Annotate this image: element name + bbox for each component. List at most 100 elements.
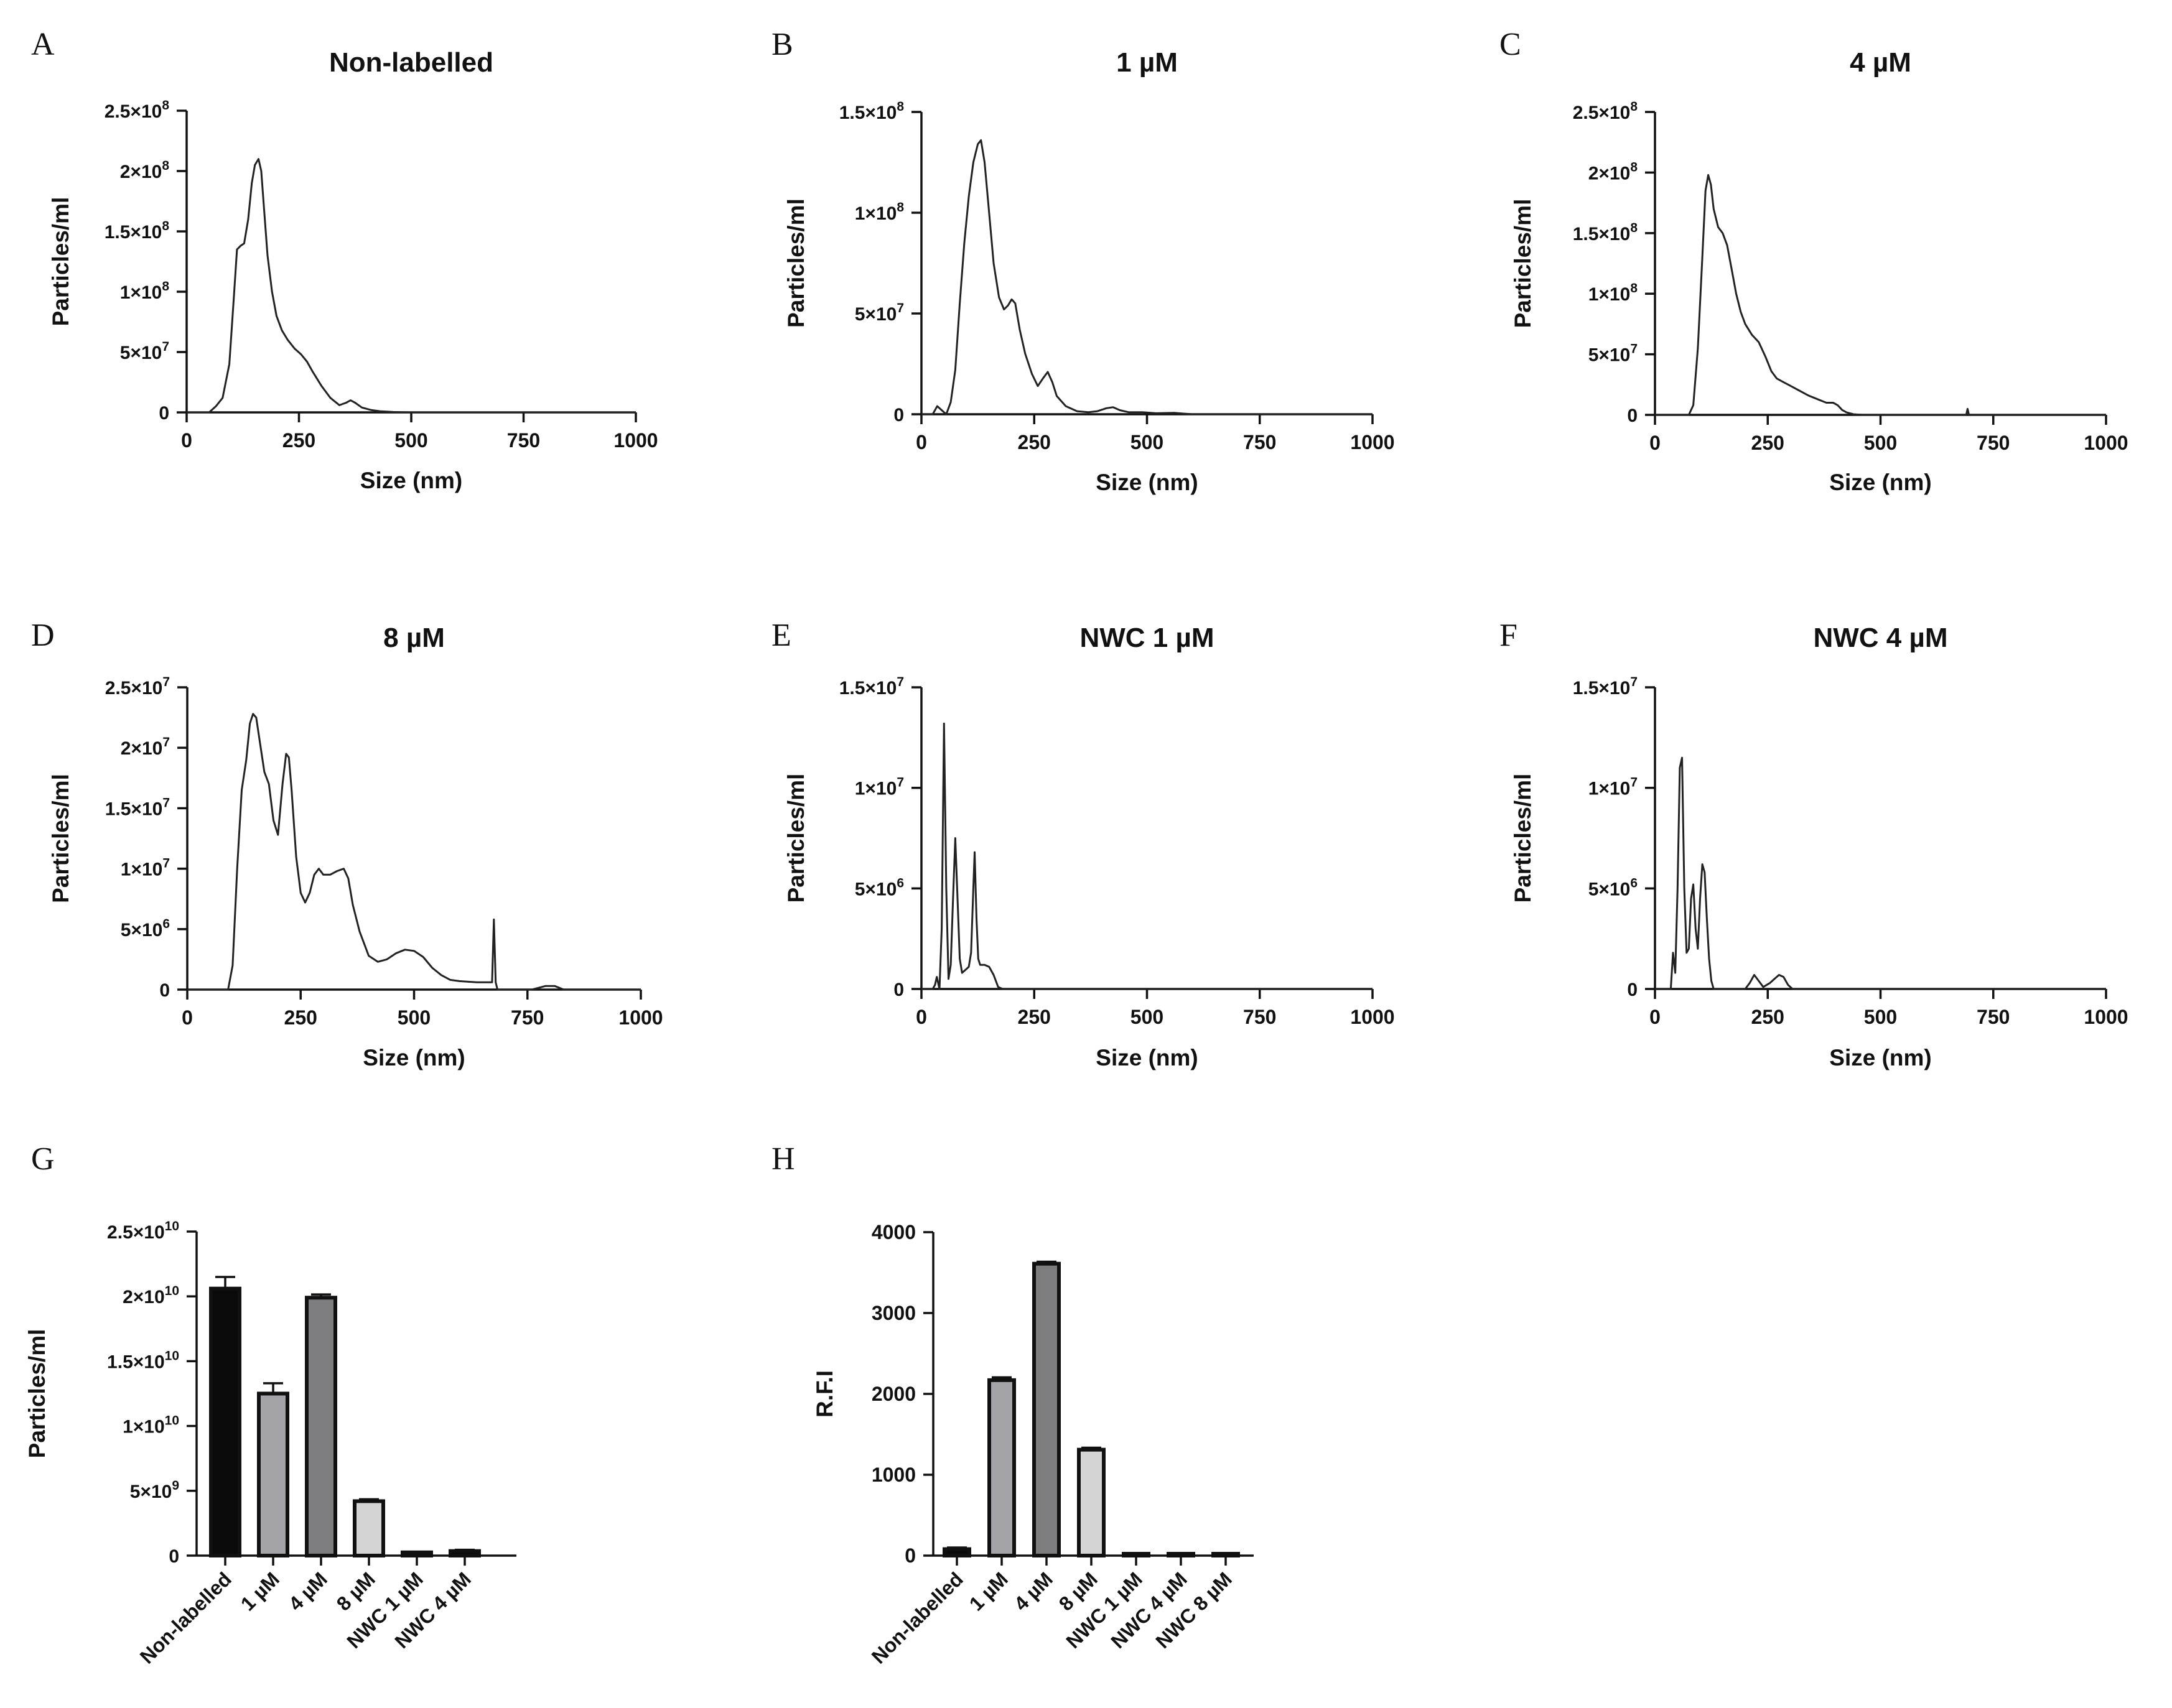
y-tick-label: 0 <box>159 403 169 424</box>
y-tick-label-mantissa: 0 <box>905 1544 916 1567</box>
bar <box>305 1296 337 1557</box>
bar <box>257 1391 289 1557</box>
y-tick-label-mantissa: 0 <box>159 980 170 1001</box>
x-axis-label: Size (nm) <box>1829 1045 1931 1070</box>
y-tick-label-mantissa: 1.5×10 <box>105 799 163 819</box>
x-tick-label: 500 <box>1864 432 1897 454</box>
y-tick-label-mantissa: 2000 <box>872 1383 916 1405</box>
y-tick-label-mantissa: 1×10 <box>120 282 162 303</box>
y-tick-label-mantissa: 4000 <box>872 1221 916 1243</box>
x-axis-label: Size (nm) <box>360 468 462 493</box>
y-tick-label-exponent: 9 <box>172 1478 179 1493</box>
y-tick-label-exponent: 8 <box>162 279 169 294</box>
y-tick-label-mantissa: 0 <box>1627 980 1638 1000</box>
x-tick-label: 750 <box>1977 432 2010 454</box>
panel-letter-f: F <box>1499 618 1517 653</box>
x-tick-label: 750 <box>1977 1006 2010 1028</box>
y-tick-label: 1×108 <box>120 279 170 303</box>
y-tick-label-mantissa: 1×10 <box>123 1417 165 1437</box>
chart-title: 8 µM <box>383 623 445 653</box>
y-tick-label-exponent: 7 <box>897 776 904 790</box>
y-tick-label: 2.5×108 <box>1573 100 1638 123</box>
y-tick-label: 5×107 <box>1588 342 1638 366</box>
y-tick-label: 1×108 <box>1588 281 1638 305</box>
size-distribution-line <box>1655 174 2106 416</box>
y-tick-label: 4000 <box>872 1221 916 1243</box>
x-tick-label: 0 <box>182 1006 193 1029</box>
y-tick-label: 1×107 <box>1588 776 1638 799</box>
y-tick-label: 1.5×108 <box>105 219 170 243</box>
x-tick-label: 0 <box>1649 1006 1661 1028</box>
y-tick-label: 2.5×108 <box>105 98 170 122</box>
x-tick-label: 250 <box>282 429 315 452</box>
bar <box>943 1547 971 1558</box>
y-tick-label: 1.5×1010 <box>107 1348 179 1372</box>
x-tick-label: 0 <box>916 1006 927 1028</box>
x-tick-label: 250 <box>1018 431 1051 453</box>
y-tick-label-exponent: 8 <box>897 100 904 114</box>
x-tick-label: 0 <box>916 431 927 453</box>
y-tick-label-exponent: 8 <box>1630 221 1638 235</box>
y-tick-label-exponent: 8 <box>162 159 169 173</box>
y-tick-label-exponent: 8 <box>1630 281 1638 295</box>
bar <box>401 1550 433 1558</box>
size-distribution-line <box>187 713 641 991</box>
y-tick-label-exponent: 7 <box>897 675 904 689</box>
y-tick-label: 1×1010 <box>123 1414 179 1437</box>
chart-panel-c: 4 µM0 250 500 750 100005×1071×1081.5×1082×10… <box>1510 47 2128 495</box>
bar <box>1032 1261 1061 1557</box>
x-tick-label: 1000 <box>1350 1006 1394 1028</box>
x-tick-label: 500 <box>394 429 427 452</box>
y-tick-label-mantissa: 0 <box>893 980 904 1000</box>
y-tick-label: 2×108 <box>1588 160 1638 183</box>
size-distribution-line <box>921 722 1373 990</box>
y-tick-label-mantissa: 2.5×10 <box>105 101 162 122</box>
y-tick-label: 0 <box>905 1544 916 1567</box>
y-tick-label: 2×108 <box>120 159 170 182</box>
x-tick-label: 750 <box>507 429 540 452</box>
size-distribution-line <box>921 139 1373 415</box>
y-tick-label-mantissa: 5×10 <box>855 304 897 325</box>
bar <box>353 1499 385 1557</box>
x-tick-label: 250 <box>1018 1006 1051 1028</box>
y-tick-label-mantissa: 1×10 <box>121 860 163 880</box>
y-tick-label: 5×109 <box>130 1478 179 1502</box>
panel-letter-a: A <box>31 27 55 62</box>
y-tick-label: 1.5×107 <box>1573 675 1638 699</box>
x-tick-label: 1000 <box>618 1006 663 1029</box>
y-tick-label-mantissa: 1×10 <box>1588 779 1631 799</box>
y-tick-label: 5×107 <box>120 340 169 363</box>
y-tick-label-mantissa: 5×10 <box>1588 879 1631 899</box>
x-tick-label: 500 <box>1864 1006 1897 1028</box>
y-tick-label-mantissa: 5×10 <box>121 920 163 940</box>
y-tick-label-mantissa: 2.5×10 <box>107 1222 165 1243</box>
size-distribution-line <box>1655 756 2106 990</box>
chart-title: NWC 4 µM <box>1813 623 1947 653</box>
chart-title: 4 µM <box>1850 47 1911 78</box>
y-axis-label: Particles/ml <box>783 198 809 328</box>
y-axis-label: Particles/ml <box>24 1329 50 1459</box>
y-axis-label: Particles/ml <box>1510 199 1536 328</box>
y-tick-label-mantissa: 1.5×10 <box>839 678 897 699</box>
x-tick-label: 0 <box>181 429 192 452</box>
panel-letter-d: D <box>31 618 55 653</box>
y-tick-label-mantissa: 5×10 <box>120 343 162 363</box>
y-tick-label-exponent: 7 <box>162 856 170 871</box>
y-tick-label: 1.5×107 <box>105 796 170 819</box>
y-tick-label: 2×1010 <box>123 1284 179 1307</box>
panel-letter-h: H <box>771 1141 795 1177</box>
bar <box>987 1378 1016 1557</box>
chart-title: Non-labelled <box>329 47 493 78</box>
y-tick-label-exponent: 10 <box>165 1348 179 1363</box>
y-tick-label-exponent: 8 <box>162 219 169 233</box>
x-axis-label: Size (nm) <box>1829 470 1931 495</box>
y-tick-label: 2×107 <box>121 735 170 759</box>
y-tick-label-mantissa: 1.5×10 <box>839 103 897 123</box>
size-distribution-line <box>187 158 636 414</box>
y-tick-label: 5×106 <box>121 917 170 940</box>
x-tick-label: 0 <box>1649 432 1661 454</box>
y-axis-label: Particles/ml <box>1510 774 1536 903</box>
